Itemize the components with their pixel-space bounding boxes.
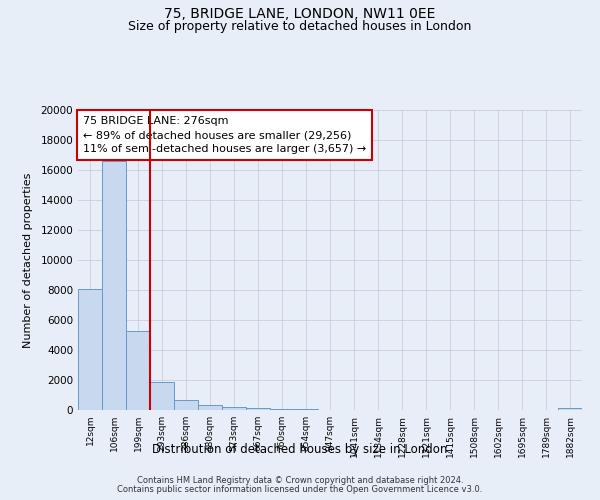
Text: 75 BRIDGE LANE: 276sqm
← 89% of detached houses are smaller (29,256)
11% of semi: 75 BRIDGE LANE: 276sqm ← 89% of detached…: [83, 116, 366, 154]
Text: Contains HM Land Registry data © Crown copyright and database right 2024.: Contains HM Land Registry data © Crown c…: [137, 476, 463, 485]
Text: 75, BRIDGE LANE, LONDON, NW11 0EE: 75, BRIDGE LANE, LONDON, NW11 0EE: [164, 8, 436, 22]
Bar: [78, 288, 102, 410]
Y-axis label: Number of detached properties: Number of detached properties: [23, 172, 34, 348]
Bar: [102, 161, 126, 410]
Bar: [294, 409, 318, 410]
Bar: [126, 330, 150, 410]
Bar: [222, 407, 246, 410]
Bar: [198, 404, 222, 410]
Bar: [558, 408, 582, 410]
Bar: [246, 408, 270, 410]
Bar: [150, 382, 174, 410]
Text: Contains public sector information licensed under the Open Government Licence v3: Contains public sector information licen…: [118, 485, 482, 494]
Text: Distribution of detached houses by size in London: Distribution of detached houses by size …: [152, 442, 448, 456]
Text: Size of property relative to detached houses in London: Size of property relative to detached ho…: [128, 20, 472, 33]
Bar: [270, 408, 294, 410]
Bar: [174, 400, 198, 410]
